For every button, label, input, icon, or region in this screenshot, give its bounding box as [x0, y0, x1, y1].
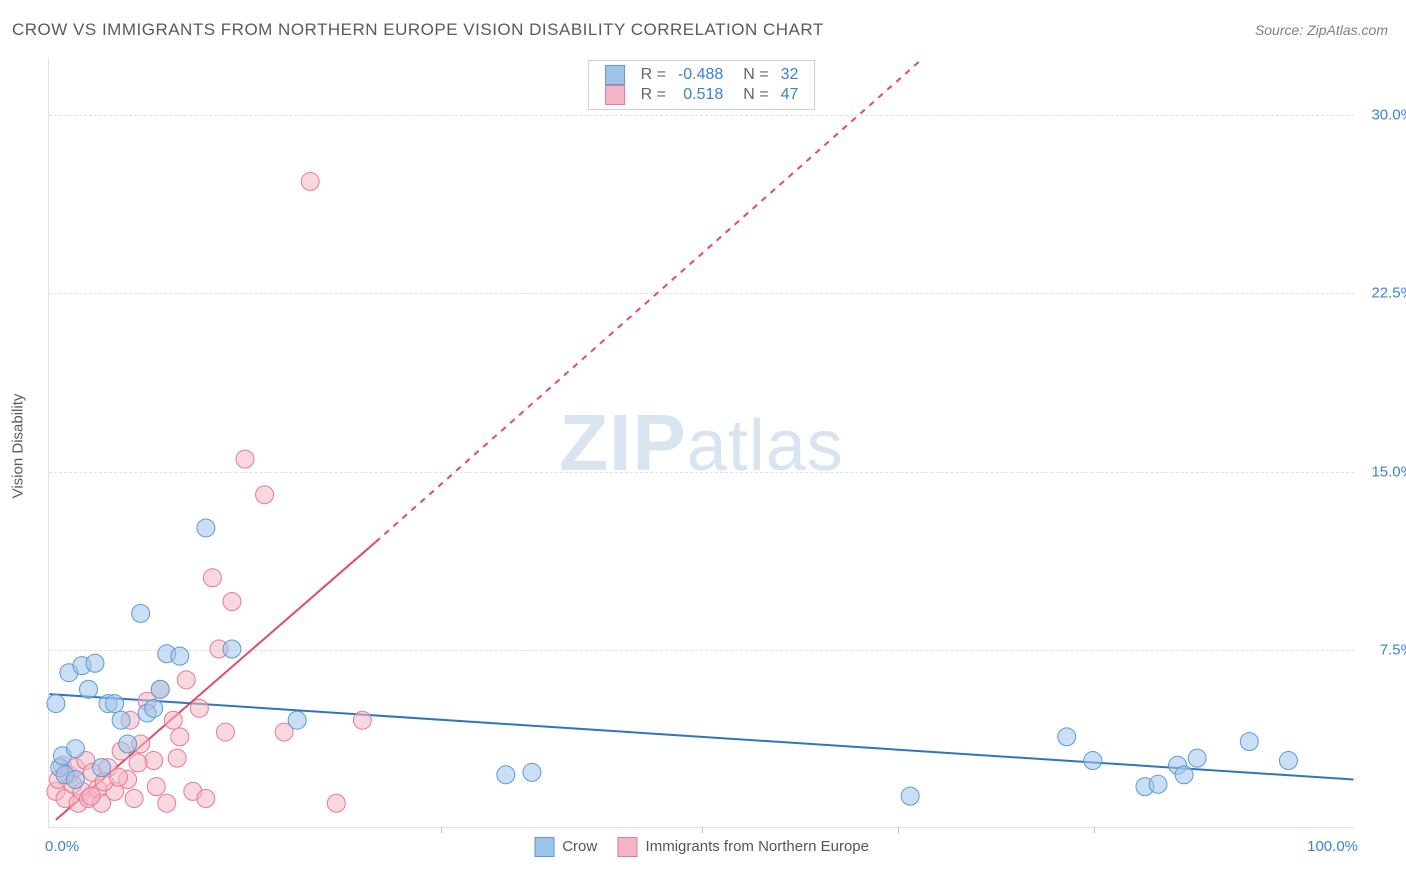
- legend-item-imm: Immigrants from Northern Europe: [617, 838, 869, 855]
- swatch-crow: [605, 65, 625, 85]
- x-start-label: 0.0%: [45, 838, 79, 855]
- swatch-imm-icon: [617, 837, 637, 857]
- x-tick-mark: [441, 827, 442, 833]
- x-tick-mark: [1094, 827, 1095, 833]
- x-tick-mark: [898, 827, 899, 833]
- x-end-label: 100.0%: [1307, 838, 1358, 855]
- swatch-imm: [605, 85, 625, 105]
- chart-source: Source: ZipAtlas.com: [1255, 22, 1388, 38]
- legend-row-imm: R = 0.518 N = 47: [599, 85, 805, 105]
- scatter-svg: [49, 58, 1354, 827]
- y-tick-label: 15.0%: [1359, 463, 1406, 480]
- series-legend: Crow Immigrants from Northern Europe: [526, 837, 877, 857]
- correlation-legend: R = -0.488 N = 32 R = 0.518 N = 47: [588, 60, 816, 110]
- y-axis-label: Vision Disability: [10, 394, 27, 499]
- plot-area: ZIPatlas 7.5%15.0%22.5%30.0% R = -0.488 …: [48, 58, 1354, 828]
- y-tick-label: 7.5%: [1359, 641, 1406, 658]
- y-tick-label: 22.5%: [1359, 285, 1406, 302]
- y-tick-label: 30.0%: [1359, 107, 1406, 124]
- legend-item-crow: Crow: [534, 838, 601, 855]
- x-tick-mark: [702, 827, 703, 833]
- swatch-crow-icon: [534, 837, 554, 857]
- legend-row-crow: R = -0.488 N = 32: [599, 65, 805, 85]
- chart-title: CROW VS IMMIGRANTS FROM NORTHERN EUROPE …: [12, 20, 824, 40]
